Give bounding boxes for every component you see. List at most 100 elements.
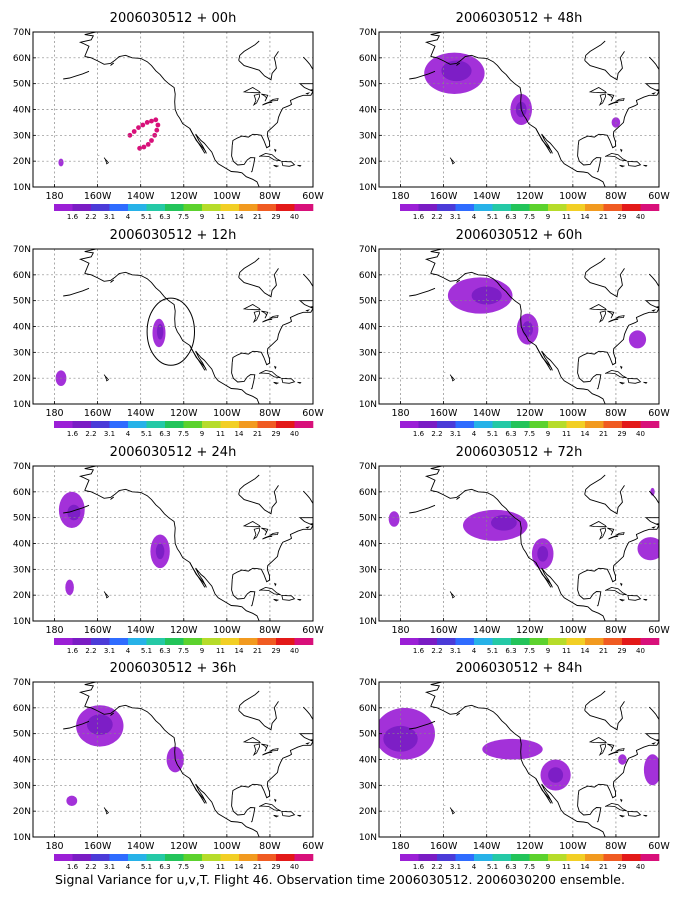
colorbar-level-label: 40 [636, 863, 645, 871]
y-tick-label: 20N [359, 374, 377, 384]
colorbar-level-label: 9 [546, 430, 550, 438]
colorbar-level-label: 21 [599, 430, 608, 438]
colorbar-level-label: 6.3 [505, 647, 516, 655]
coastline-feature [643, 381, 648, 384]
colorbar-swatch [640, 204, 660, 211]
variance-region [482, 738, 543, 760]
coastline-feature [627, 594, 642, 601]
coastline-feature [627, 810, 642, 817]
colorbar-level-label: 21 [253, 213, 262, 221]
coastline [231, 362, 256, 390]
colorbar-swatch [585, 421, 604, 428]
x-tick-label: 180 [391, 408, 409, 419]
colorbar-level-label: 1.6 [413, 647, 425, 655]
coastline-feature [643, 598, 648, 601]
variance-region [156, 323, 164, 340]
colorbar-swatch [72, 638, 92, 645]
coastline-feature [619, 164, 626, 168]
map-panel-6: 2006030512 + 60h 10N 20N 30N 40N 50N 60N 70N 180… [359, 228, 671, 438]
colorbar-swatch [54, 638, 73, 645]
x-tick-label: 180 [45, 625, 63, 636]
colorbar-swatch [276, 854, 295, 861]
colorbar-level-label: 9 [200, 430, 204, 438]
x-tick-label: 140W [473, 625, 501, 636]
x-tick-label: 80W [259, 408, 281, 419]
colorbar-swatch [492, 854, 512, 861]
colorbar-level-label: 40 [290, 213, 299, 221]
coastline [238, 485, 279, 515]
colorbar-swatch [511, 204, 530, 211]
colorbar-swatch [91, 421, 110, 428]
colorbar-level-label: 5.1 [141, 430, 152, 438]
colorbar-level-label: 1.6 [67, 863, 79, 871]
colorbar-level-label: 14 [235, 430, 244, 438]
colorbar-swatch [585, 204, 604, 211]
observation-dot [144, 120, 150, 125]
coastline [577, 56, 659, 149]
colorbar-swatch [511, 854, 530, 861]
colorbar-swatch [400, 204, 419, 211]
colorbar-level-label: 7.5 [524, 430, 535, 438]
colorbar-swatch [146, 204, 166, 211]
colorbar-level-label: 11 [562, 213, 571, 221]
x-tick-label: 140W [127, 408, 155, 419]
coastline-feature [242, 521, 262, 528]
colorbar-swatch [418, 638, 438, 645]
x-tick-label: 80W [605, 625, 627, 636]
coastline-feature [261, 310, 269, 319]
y-tick-label: 30N [13, 781, 31, 791]
coastline-feature [651, 742, 657, 745]
x-tick-label: 100W [213, 408, 241, 419]
coastline [409, 720, 436, 730]
colorbar-swatch [400, 421, 419, 428]
coastline [584, 701, 625, 731]
map-panel-8: 2006030512 + 84h 10N 20N 30N 40N 50N 60N 70N 180… [359, 661, 671, 871]
colorbar-swatch [529, 638, 549, 645]
y-tick-label: 40N [13, 540, 31, 550]
coastline-feature [261, 527, 269, 536]
x-tick-label: 140W [127, 841, 155, 852]
coastline-feature [261, 743, 269, 752]
colorbar-swatch [566, 421, 586, 428]
colorbar-level-label: 7.5 [524, 647, 535, 655]
colorbar-swatch [91, 204, 110, 211]
colorbar-swatch [128, 421, 147, 428]
colorbar-level-label: 6.3 [159, 647, 170, 655]
y-tick-label: 60N [13, 271, 31, 281]
colorbar-level-label: 21 [253, 863, 262, 871]
x-tick-label: 140W [473, 841, 501, 852]
colorbar-swatch [529, 204, 549, 211]
y-tick-label: 10N [13, 183, 31, 193]
colorbar-level-label: 6.3 [159, 863, 170, 871]
colorbar-level-label: 2.2 [431, 430, 442, 438]
colorbar-swatch [276, 204, 295, 211]
coastline-feature [598, 527, 607, 541]
y-tick-label: 40N [13, 106, 31, 116]
x-tick-label: 120W [516, 191, 544, 202]
colorbar-swatch [91, 854, 110, 861]
colorbar-swatch [437, 638, 456, 645]
y-tick-label: 70N [359, 28, 377, 38]
coastline-feature [281, 810, 296, 817]
coastline-feature [643, 814, 648, 817]
coastline-feature [259, 586, 281, 596]
coastline [577, 145, 602, 173]
colorbar-level-label: 3.1 [450, 213, 461, 221]
y-tick-label: 10N [359, 400, 377, 410]
colorbar-level-label: 11 [216, 430, 225, 438]
y-tick-label: 20N [13, 807, 31, 817]
panel-title: 2006030512 + 60h [456, 228, 583, 243]
coastline-feature [608, 318, 619, 323]
colorbar-swatch [91, 638, 110, 645]
x-tick-label: 140W [127, 625, 155, 636]
colorbar-level-label: 40 [636, 647, 645, 655]
coastline [238, 268, 279, 298]
colorbar-swatch [146, 854, 166, 861]
colorbar-level-label: 4 [472, 213, 477, 221]
panel-content [33, 32, 313, 187]
colorbar-swatch [418, 854, 438, 861]
colorbar-swatch [294, 854, 314, 861]
coastline-feature [262, 751, 273, 756]
colorbar-swatch [128, 638, 147, 645]
coastline-feature [273, 381, 280, 385]
